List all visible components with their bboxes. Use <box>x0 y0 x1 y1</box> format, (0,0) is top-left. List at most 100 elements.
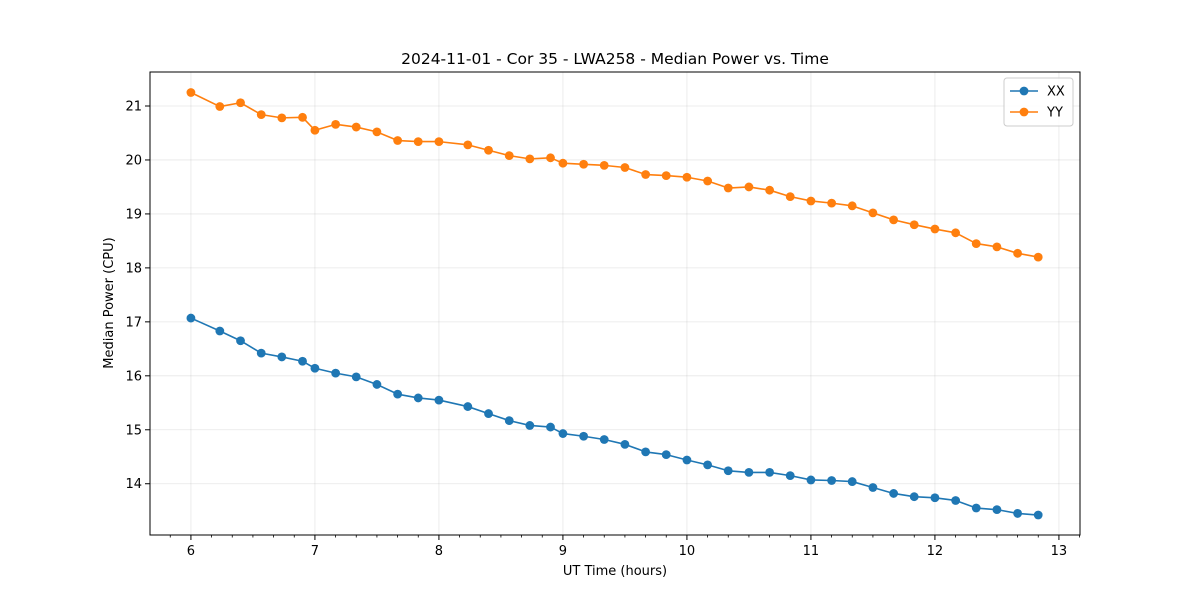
y-tick-label: 17 <box>125 315 142 330</box>
data-point-xx <box>889 489 899 498</box>
data-point-yy <box>827 198 837 208</box>
data-point-yy <box>546 153 555 163</box>
data-point-yy <box>579 159 589 169</box>
data-point-yy <box>277 113 287 123</box>
y-tick-label: 20 <box>125 153 142 168</box>
data-point-yy <box>372 127 382 137</box>
data-point-yy <box>434 137 444 147</box>
data-point-xx <box>298 356 307 366</box>
data-point-xx <box>525 421 535 430</box>
data-point-xx <box>930 493 940 503</box>
legend-marker <box>1019 86 1029 96</box>
y-tick-label: 14 <box>125 477 142 492</box>
x-tick-label: 6 <box>187 544 195 559</box>
y-tick-label: 21 <box>125 99 142 114</box>
x-axis: 6 7 8 9 10 11 12 13 <box>169 535 1080 559</box>
legend-item-xx: XX <box>1010 85 1065 100</box>
data-point-xx <box>331 368 341 378</box>
data-point-yy <box>930 224 940 234</box>
series-layer <box>186 88 1043 520</box>
data-point-xx <box>992 505 1002 515</box>
data-point-yy <box>351 122 361 132</box>
data-point-yy <box>641 170 651 179</box>
data-point-xx <box>558 429 568 438</box>
data-point-xx <box>744 468 754 477</box>
data-point-xx <box>620 439 630 449</box>
data-point-yy <box>806 196 816 206</box>
x-tick-label: 7 <box>311 544 319 559</box>
data-point-yy <box>1033 252 1043 262</box>
data-point-xx <box>546 422 555 432</box>
data-point-yy <box>236 98 245 108</box>
data-point-xx <box>703 460 713 470</box>
data-point-yy <box>723 183 733 193</box>
y-axis-label: Median Power (CPU) <box>102 237 117 368</box>
data-point-xx <box>909 492 919 502</box>
data-point-xx <box>1033 510 1043 520</box>
data-point-xx <box>484 409 493 418</box>
data-point-xx <box>971 503 981 513</box>
data-point-xx <box>393 389 403 399</box>
y-tick-label: 19 <box>125 207 142 222</box>
data-point-xx <box>847 477 857 486</box>
data-point-yy <box>992 242 1002 252</box>
series-xx <box>186 313 1043 520</box>
data-point-yy <box>620 163 630 172</box>
data-point-yy <box>186 88 196 97</box>
plot-frame <box>149 71 1081 536</box>
data-point-xx <box>765 468 775 477</box>
data-point-yy <box>525 154 535 164</box>
y-tick-label: 16 <box>125 369 142 384</box>
data-point-yy <box>393 136 403 145</box>
legend-marker <box>1019 107 1029 117</box>
data-point-xx <box>186 313 196 323</box>
data-point-yy <box>298 112 307 122</box>
data-point-yy <box>682 172 692 182</box>
data-point-yy <box>847 201 857 211</box>
x-tick-label: 12 <box>927 544 944 559</box>
data-point-xx <box>236 336 245 346</box>
y-tick-label: 18 <box>125 261 142 276</box>
data-point-xx <box>310 363 320 373</box>
data-point-yy <box>765 185 775 195</box>
data-point-xx <box>215 326 225 336</box>
data-point-xx <box>682 455 692 465</box>
data-point-yy <box>256 110 266 120</box>
legend-label: XX <box>1047 85 1065 100</box>
series-yy <box>186 88 1043 262</box>
data-point-xx <box>1013 509 1023 518</box>
data-point-yy <box>889 215 899 225</box>
data-point-xx <box>463 402 473 411</box>
x-tick-label: 13 <box>1051 544 1068 559</box>
data-point-xx <box>723 466 733 476</box>
y-axis: 14 15 16 17 18 19 20 21 <box>125 99 150 492</box>
data-point-yy <box>703 176 713 186</box>
data-point-xx <box>951 496 961 505</box>
data-point-yy <box>744 182 754 192</box>
data-point-xx <box>579 431 589 441</box>
data-point-yy <box>215 102 225 111</box>
data-point-yy <box>909 220 919 230</box>
data-point-xx <box>785 471 795 481</box>
data-point-yy <box>971 239 981 249</box>
x-axis-label: UT Time (hours) <box>563 564 667 579</box>
data-point-xx <box>868 483 878 492</box>
data-point-yy <box>484 145 493 155</box>
data-point-yy <box>331 119 341 129</box>
x-tick-label: 9 <box>559 544 567 559</box>
data-point-yy <box>599 160 609 170</box>
x-tick-label: 8 <box>435 544 443 559</box>
legend: XX YY <box>1003 77 1074 127</box>
data-point-xx <box>434 395 444 405</box>
data-point-xx <box>806 475 816 485</box>
x-tick-label: 10 <box>679 544 696 559</box>
data-point-xx <box>372 380 382 389</box>
x-tick-label: 11 <box>803 544 820 559</box>
data-point-xx <box>351 372 361 382</box>
data-point-yy <box>413 137 423 147</box>
data-point-xx <box>413 393 423 403</box>
data-point-xx <box>256 348 266 358</box>
data-point-yy <box>1013 248 1023 258</box>
